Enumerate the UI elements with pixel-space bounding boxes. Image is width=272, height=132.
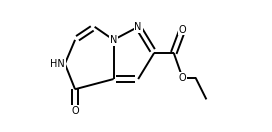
Text: O: O <box>179 73 186 83</box>
Text: N: N <box>110 35 117 45</box>
Text: HN: HN <box>50 59 65 69</box>
Text: O: O <box>71 106 79 116</box>
Text: O: O <box>179 25 186 35</box>
Text: N: N <box>134 22 142 32</box>
